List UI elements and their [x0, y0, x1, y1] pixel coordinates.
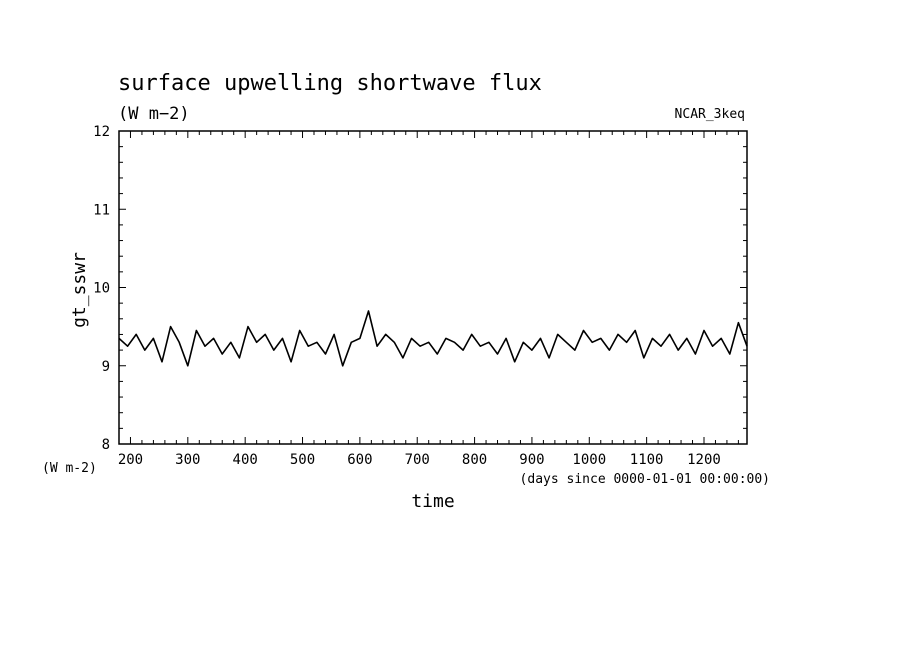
series-layer	[118, 310, 748, 367]
x-axis: 200 300 400 500 600 700 800 900 1000 1100 1200	[118, 131, 739, 468]
x-tick-label: 800	[462, 452, 487, 468]
plot-frame	[118, 130, 748, 445]
chart-title: surface upwelling shortwave flux	[118, 71, 542, 96]
y-tick-label: 8	[102, 437, 110, 453]
x-tick-label: 400	[233, 452, 258, 468]
y-axis: 8 9 10 11 12	[93, 124, 747, 453]
chart-subtitle: (W m−2)	[118, 104, 190, 124]
x-tick-label: 500	[290, 452, 315, 468]
y-axis-label: gt_sswr	[69, 252, 90, 328]
source-label: NCAR_3keq	[675, 107, 745, 122]
series-line	[118, 310, 748, 367]
y-unit-label: (W m-2)	[42, 461, 97, 476]
x-tick-label: 900	[519, 452, 544, 468]
y-tick-label: 11	[93, 202, 110, 218]
x-tick-label: 1100	[630, 452, 664, 468]
x-tick-label: 1200	[687, 452, 721, 468]
x-unit-label: (days since 0000-01-01 00:00:00)	[520, 472, 770, 487]
x-tick-label: 600	[347, 452, 372, 468]
y-tick-label: 12	[93, 124, 110, 140]
y-tick-label: 9	[102, 359, 110, 375]
x-tick-label: 1000	[572, 452, 606, 468]
x-tick-label: 200	[118, 452, 143, 468]
x-tick-label: 300	[175, 452, 200, 468]
x-tick-label: 700	[405, 452, 430, 468]
y-tick-label: 10	[93, 281, 110, 297]
x-axis-label: time	[411, 491, 454, 512]
